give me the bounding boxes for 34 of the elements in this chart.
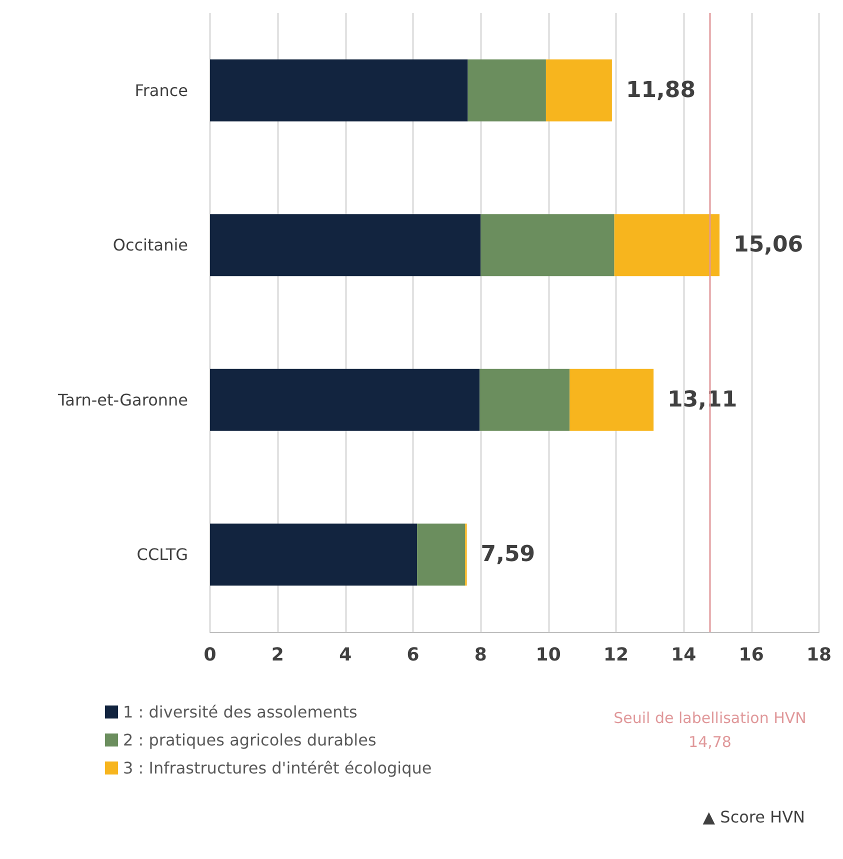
bar xyxy=(480,368,570,431)
x-tick-label: 8 xyxy=(474,644,487,666)
bar xyxy=(210,524,418,586)
y-tick-label: Occitanie xyxy=(112,236,188,255)
x-tick-label: 16 xyxy=(738,644,764,666)
bar xyxy=(210,368,480,431)
x-tick-label: 18 xyxy=(806,644,832,666)
total-label: 15,06 xyxy=(734,232,804,258)
bar xyxy=(210,59,468,122)
legend-label: 3 : Infrastructures d'intérêt écologique xyxy=(123,758,432,778)
y-tick-label: Tarn-et-Garonne xyxy=(57,390,188,410)
x-tick-label: 4 xyxy=(339,644,352,666)
total-label: 13,11 xyxy=(668,387,738,412)
y-tick-label: CCLTG xyxy=(136,545,188,564)
bar xyxy=(417,524,466,586)
text: ▲ Score HVN xyxy=(702,808,805,826)
total-label: 7,59 xyxy=(480,542,536,568)
y-tick-label: France xyxy=(134,80,188,100)
x-tick-label: 14 xyxy=(671,644,696,666)
legend-label: 2 : pratiques agricoles durables xyxy=(123,730,376,750)
bar xyxy=(570,368,654,431)
bar xyxy=(614,214,720,276)
x-tick-label: 2 xyxy=(271,644,284,666)
x-tick-label: 6 xyxy=(406,644,420,666)
bar xyxy=(546,59,612,122)
ref-line-label: Seuil de labellisation HVN 14,78 xyxy=(614,709,806,751)
x-tick-label: 12 xyxy=(603,644,629,666)
bar xyxy=(480,214,614,276)
legend-label: 1 : diversité des assolements xyxy=(123,702,358,722)
x-tick-label: 10 xyxy=(536,644,561,666)
total-label: 11,88 xyxy=(626,78,696,103)
bar xyxy=(468,59,546,122)
x-tick-label: 0 xyxy=(204,644,216,666)
bar xyxy=(210,214,481,276)
